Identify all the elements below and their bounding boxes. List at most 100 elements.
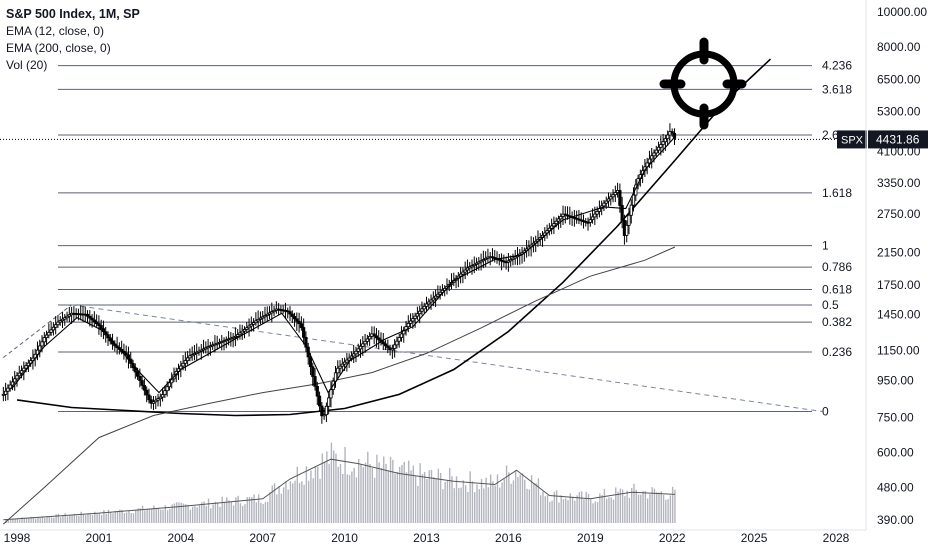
volume-bar (310, 470, 312, 523)
volume-bar (28, 518, 30, 523)
volume-bar (405, 472, 408, 523)
volume-bar (71, 514, 73, 523)
candle-body (295, 318, 299, 322)
candle-body (272, 309, 276, 313)
y-tick-label: 2150.00 (877, 246, 921, 260)
candle-body (258, 317, 263, 320)
x-tick-label: 2028 (823, 531, 850, 545)
volume-bar (396, 471, 399, 523)
indicator-ema-200[interactable]: EMA (200, close, 0) (6, 41, 111, 55)
candle-body (602, 202, 606, 207)
volume-bar (317, 466, 319, 523)
volume-bar (25, 518, 28, 523)
x-tick-label: 2025 (741, 531, 768, 545)
volume-bar (41, 516, 44, 523)
volume-bar (89, 514, 91, 523)
candle-body (659, 144, 663, 148)
candle-body (67, 314, 71, 317)
volume-bar (467, 492, 469, 523)
candle-body (322, 414, 326, 417)
volume-bar (173, 503, 176, 523)
volume-bar (503, 479, 506, 523)
volume-bar (567, 500, 569, 523)
volume-bar (444, 482, 446, 523)
candle-body (461, 271, 465, 275)
y-tick-label: 390.00 (877, 513, 914, 527)
volume-bar (216, 503, 219, 523)
indicator-volume[interactable]: Vol (20) (6, 58, 48, 72)
last-price-tag (868, 130, 928, 149)
volume-bar (12, 519, 14, 523)
candle-body (167, 382, 172, 388)
candle-body (374, 335, 379, 339)
volume-bar (75, 515, 78, 523)
x-tick-label: 1998 (4, 531, 31, 545)
candle-body (429, 299, 433, 303)
candle-body (652, 152, 656, 157)
indicator-ema-12[interactable]: EMA (12, close, 0) (6, 24, 105, 38)
candle-body (8, 384, 12, 389)
volume-bar (555, 490, 558, 523)
candle-body (361, 343, 365, 347)
volume-bar (264, 502, 267, 523)
candle-body (254, 320, 258, 324)
volume-bar (455, 476, 458, 523)
volume-bar (164, 505, 167, 523)
volume-bar (574, 500, 576, 523)
volume-bar (55, 514, 57, 523)
candle-body (595, 210, 599, 215)
y-tick-label: 4100.00 (877, 145, 921, 159)
volume-bar (464, 485, 467, 523)
candle-body (22, 367, 26, 372)
volume-bar (519, 474, 521, 523)
y-tick-label: 2750.00 (877, 207, 921, 221)
volume-bar (319, 478, 321, 523)
candle-body (363, 340, 367, 345)
parabolic-curve (16, 58, 772, 417)
candle-body (186, 357, 190, 361)
volume-bar (421, 474, 424, 523)
volume-bar (271, 485, 273, 523)
candle-body (195, 351, 199, 354)
volume-bar (610, 497, 612, 523)
volume-bar (46, 516, 48, 523)
volume-bar (344, 447, 346, 523)
volume-bar (212, 504, 214, 523)
volume-bar (241, 505, 244, 523)
volume-bar (342, 473, 344, 523)
volume-bar (282, 487, 285, 523)
candle-body (550, 225, 554, 229)
candle-body (358, 345, 363, 350)
volume-bar (157, 508, 160, 523)
volume-bar (442, 489, 444, 523)
candle-body (249, 323, 253, 327)
volume-bar (328, 464, 330, 523)
candle-body (165, 386, 169, 392)
volume-bar (474, 492, 476, 523)
candle-body (347, 357, 351, 361)
volume-bar (430, 469, 433, 523)
volume-bar (39, 517, 41, 523)
candle-body (408, 320, 413, 324)
candle-body (145, 389, 149, 396)
volume-bar (485, 477, 487, 523)
candle-body (647, 158, 652, 164)
candle-body (299, 323, 303, 328)
volume-bar (276, 494, 278, 523)
volume-bar (637, 494, 640, 523)
volume-bar (66, 516, 69, 523)
volume-bar (378, 462, 380, 523)
x-tick-label: 2007 (249, 531, 276, 545)
volume-bar (21, 517, 23, 523)
volume-bar (376, 454, 378, 523)
volume-bar (280, 493, 283, 523)
candle-body (618, 190, 622, 206)
volume-bar (132, 513, 135, 523)
candle-body (356, 348, 360, 352)
volume-bar (580, 491, 583, 523)
volume-bar (244, 504, 246, 523)
candle-body (156, 398, 160, 401)
volume-bar (371, 468, 374, 523)
candle-body (672, 132, 677, 139)
